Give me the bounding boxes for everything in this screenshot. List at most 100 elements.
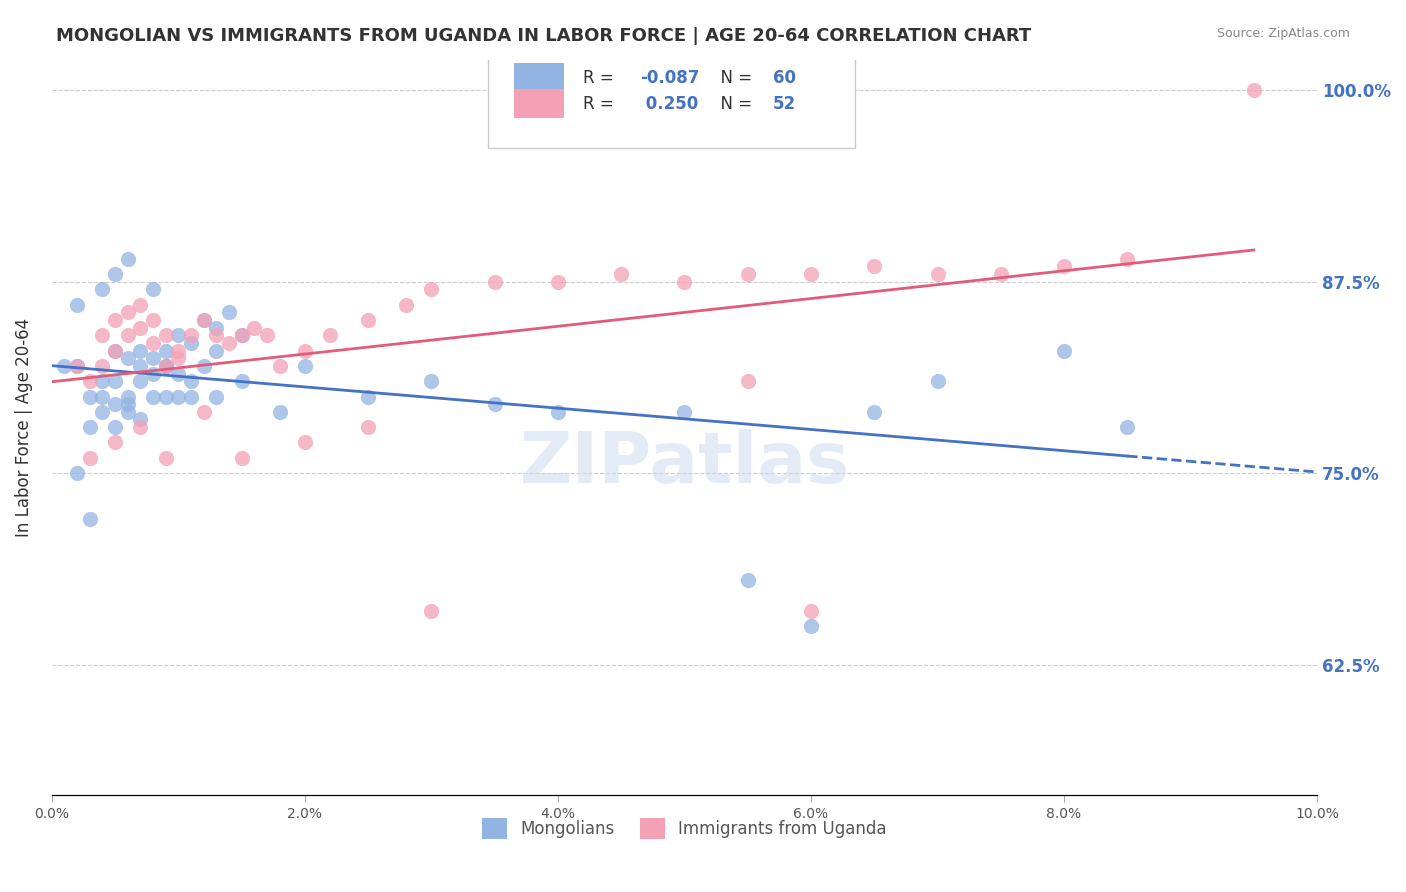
Point: [927, 374, 949, 388]
Point: [737, 267, 759, 281]
Point: [117, 351, 139, 366]
Point: [863, 405, 886, 419]
Point: [66, 466, 89, 480]
Text: 60: 60: [773, 69, 796, 87]
Point: [91, 390, 114, 404]
Point: [142, 335, 165, 350]
Point: [129, 298, 152, 312]
Point: [243, 320, 266, 334]
Text: -0.087: -0.087: [640, 69, 700, 87]
Point: [927, 267, 949, 281]
Point: [1116, 252, 1139, 266]
Point: [1053, 260, 1076, 274]
Point: [155, 359, 177, 373]
Point: [91, 282, 114, 296]
Point: [53, 359, 76, 373]
Point: [129, 343, 152, 358]
Text: Source: ZipAtlas.com: Source: ZipAtlas.com: [1216, 27, 1350, 40]
Text: R =: R =: [583, 69, 619, 87]
Point: [269, 405, 291, 419]
Point: [167, 343, 190, 358]
Point: [79, 450, 101, 465]
Text: R =: R =: [583, 95, 619, 112]
Point: [218, 335, 240, 350]
Point: [66, 359, 89, 373]
Point: [129, 420, 152, 434]
Text: 0.250: 0.250: [640, 95, 699, 112]
Point: [91, 374, 114, 388]
Point: [79, 420, 101, 434]
Point: [193, 313, 215, 327]
Point: [193, 313, 215, 327]
Point: [155, 359, 177, 373]
Point: [79, 512, 101, 526]
Point: [117, 397, 139, 411]
Point: [180, 328, 202, 343]
Point: [155, 450, 177, 465]
Point: [142, 351, 165, 366]
Point: [66, 359, 89, 373]
Point: [484, 275, 506, 289]
Point: [319, 328, 342, 343]
Point: [484, 397, 506, 411]
Point: [155, 343, 177, 358]
Point: [79, 390, 101, 404]
Point: [104, 397, 127, 411]
Point: [180, 390, 202, 404]
Point: [142, 367, 165, 381]
Point: [1053, 343, 1076, 358]
FancyBboxPatch shape: [513, 63, 564, 93]
Text: N =: N =: [710, 95, 756, 112]
Point: [610, 267, 633, 281]
Point: [357, 313, 380, 327]
Point: [357, 390, 380, 404]
Point: [420, 604, 443, 618]
Point: [117, 252, 139, 266]
Point: [155, 359, 177, 373]
Point: [193, 405, 215, 419]
Point: [117, 405, 139, 419]
Point: [218, 305, 240, 319]
Point: [205, 328, 228, 343]
Point: [104, 420, 127, 434]
Point: [91, 359, 114, 373]
Text: MONGOLIAN VS IMMIGRANTS FROM UGANDA IN LABOR FORCE | AGE 20-64 CORRELATION CHART: MONGOLIAN VS IMMIGRANTS FROM UGANDA IN L…: [56, 27, 1032, 45]
Point: [66, 298, 89, 312]
Point: [193, 359, 215, 373]
Point: [155, 390, 177, 404]
Point: [117, 305, 139, 319]
Point: [737, 574, 759, 588]
Point: [1116, 420, 1139, 434]
Point: [142, 282, 165, 296]
Legend: Mongolians, Immigrants from Uganda: Mongolians, Immigrants from Uganda: [475, 812, 893, 846]
Y-axis label: In Labor Force | Age 20-64: In Labor Force | Age 20-64: [15, 318, 32, 537]
Point: [205, 320, 228, 334]
Point: [800, 267, 823, 281]
Point: [800, 604, 823, 618]
Point: [129, 374, 152, 388]
Point: [231, 374, 253, 388]
Point: [180, 335, 202, 350]
Point: [205, 390, 228, 404]
Point: [205, 343, 228, 358]
Point: [129, 359, 152, 373]
FancyBboxPatch shape: [513, 89, 564, 119]
Point: [91, 328, 114, 343]
Point: [420, 374, 443, 388]
Point: [420, 282, 443, 296]
Point: [142, 313, 165, 327]
Point: [800, 619, 823, 633]
Point: [104, 267, 127, 281]
Point: [269, 359, 291, 373]
Point: [155, 328, 177, 343]
Point: [117, 390, 139, 404]
Text: N =: N =: [710, 69, 756, 87]
Point: [547, 405, 569, 419]
Point: [117, 328, 139, 343]
Point: [395, 298, 418, 312]
Point: [863, 260, 886, 274]
Point: [1243, 83, 1265, 97]
Point: [294, 359, 316, 373]
Point: [104, 343, 127, 358]
Point: [142, 390, 165, 404]
